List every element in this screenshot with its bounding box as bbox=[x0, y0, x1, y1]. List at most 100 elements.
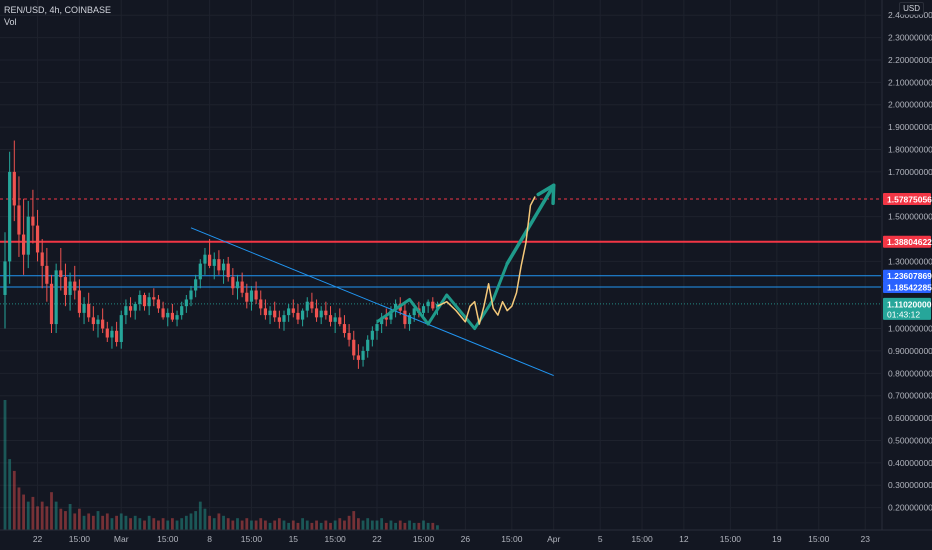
volume-bar bbox=[431, 522, 435, 530]
price-tick-label: 1.80000000 bbox=[888, 144, 932, 154]
volume-bar bbox=[422, 520, 425, 530]
volume-bar bbox=[315, 520, 318, 530]
time-tick-label: Apr bbox=[547, 534, 560, 544]
volume-bar bbox=[319, 522, 323, 530]
chart-legend: REN/USD, 4h, COINBASE Vol bbox=[4, 4, 111, 28]
candle-body bbox=[26, 216, 30, 255]
candle-body bbox=[426, 301, 430, 307]
price-tick-label: 0.50000000 bbox=[888, 435, 932, 445]
volume-bar bbox=[82, 515, 86, 530]
volume-bar bbox=[194, 511, 198, 530]
time-tick-label: 15:00 bbox=[325, 534, 347, 544]
price-tick-label: 2.30000000 bbox=[888, 33, 932, 43]
volume-bar bbox=[3, 400, 7, 530]
volume-bar bbox=[301, 518, 304, 530]
volume-bar bbox=[17, 487, 21, 530]
candle-body bbox=[287, 308, 291, 316]
candle-body bbox=[245, 292, 249, 302]
currency-label[interactable]: USD bbox=[899, 2, 924, 15]
volume-bar bbox=[398, 520, 402, 530]
price-tick-label: 0.30000000 bbox=[888, 480, 932, 490]
candle-body bbox=[226, 263, 230, 278]
price-tick-label: 0.60000000 bbox=[888, 413, 932, 423]
volume-bar bbox=[87, 513, 91, 530]
candle-body bbox=[49, 283, 54, 325]
volume-bar bbox=[254, 520, 258, 530]
forecast-path[interactable] bbox=[437, 196, 536, 325]
volume-bar bbox=[389, 520, 393, 530]
time-axis[interactable]: 22 15:00 Mar 15:00 8 15:00 15 15:00 22 15:00 26 15:… bbox=[0, 529, 932, 544]
candle-body bbox=[138, 294, 142, 304]
candle-body bbox=[59, 270, 63, 278]
volume-bar bbox=[357, 518, 360, 530]
candle-body bbox=[231, 277, 235, 289]
volume-bar bbox=[412, 522, 416, 530]
volume-bar bbox=[408, 520, 411, 530]
price-tick-label: 1.90000000 bbox=[888, 122, 932, 132]
candle-body bbox=[319, 310, 323, 318]
price-tick-label: 2.10000000 bbox=[888, 77, 932, 87]
candle-body bbox=[105, 328, 109, 338]
candle-body bbox=[77, 290, 81, 313]
price-tick-label: 1.30000000 bbox=[888, 256, 932, 266]
time-tick-label: 22 bbox=[33, 534, 43, 544]
candle-body bbox=[12, 171, 16, 206]
candle-body bbox=[110, 330, 114, 338]
projection-zigzag[interactable] bbox=[376, 263, 509, 331]
candle-body bbox=[291, 308, 295, 313]
candle-body bbox=[217, 259, 221, 271]
time-tick-label: 15:00 bbox=[241, 534, 263, 544]
candle-body bbox=[198, 263, 202, 280]
candle-body bbox=[268, 310, 272, 316]
descending-trendline[interactable] bbox=[190, 227, 554, 377]
projection-arrow-shaft[interactable] bbox=[505, 183, 556, 266]
candle-body bbox=[203, 254, 207, 264]
candle-body bbox=[296, 312, 300, 320]
volume-bar bbox=[26, 501, 30, 530]
candle-body bbox=[208, 254, 212, 266]
volume-bar bbox=[138, 518, 142, 530]
volume-bar bbox=[305, 520, 309, 530]
price-tick-label: 1.50000000 bbox=[888, 212, 932, 222]
candle-body bbox=[194, 279, 198, 291]
time-tick-label: 26 bbox=[461, 534, 471, 544]
volume-bar bbox=[59, 508, 63, 530]
volume-bar bbox=[436, 525, 439, 530]
time-tick-label: 15:00 bbox=[413, 534, 435, 544]
volume-bar bbox=[171, 518, 174, 530]
time-tick-label: 15:00 bbox=[157, 534, 179, 544]
volume-bar bbox=[152, 518, 156, 530]
candle-body bbox=[31, 216, 35, 226]
projection-arrow-head[interactable] bbox=[536, 183, 556, 206]
volume-bar bbox=[175, 520, 179, 530]
time-tick-label: 15:00 bbox=[631, 534, 653, 544]
price-tick-label: 0.80000000 bbox=[888, 368, 932, 378]
time-tick-label: 15:00 bbox=[501, 534, 523, 544]
volume-bar bbox=[236, 518, 239, 530]
volume-bar bbox=[68, 504, 72, 530]
volume-bar bbox=[361, 520, 365, 530]
volume-bar bbox=[212, 518, 216, 530]
volume-bar bbox=[40, 501, 44, 530]
candle-body bbox=[35, 225, 40, 253]
volume-bar bbox=[296, 522, 300, 530]
candle-body bbox=[96, 319, 100, 325]
candle-body bbox=[128, 306, 133, 311]
volume-bar bbox=[352, 511, 356, 530]
volume-bar bbox=[329, 522, 332, 530]
candle-body bbox=[45, 265, 49, 284]
volume-bar bbox=[384, 522, 388, 530]
time-tick-label: 5 bbox=[598, 534, 603, 544]
candle-body bbox=[324, 310, 328, 316]
candle-body bbox=[370, 330, 374, 340]
candle-body bbox=[8, 171, 12, 262]
volume-bar bbox=[240, 520, 244, 530]
drawings-layer[interactable] bbox=[190, 183, 556, 377]
candle-body bbox=[133, 303, 137, 311]
time-tick-label: 23 bbox=[861, 534, 871, 544]
candle-body bbox=[68, 281, 72, 295]
volume-bar bbox=[347, 515, 351, 530]
candle-body bbox=[189, 290, 193, 300]
